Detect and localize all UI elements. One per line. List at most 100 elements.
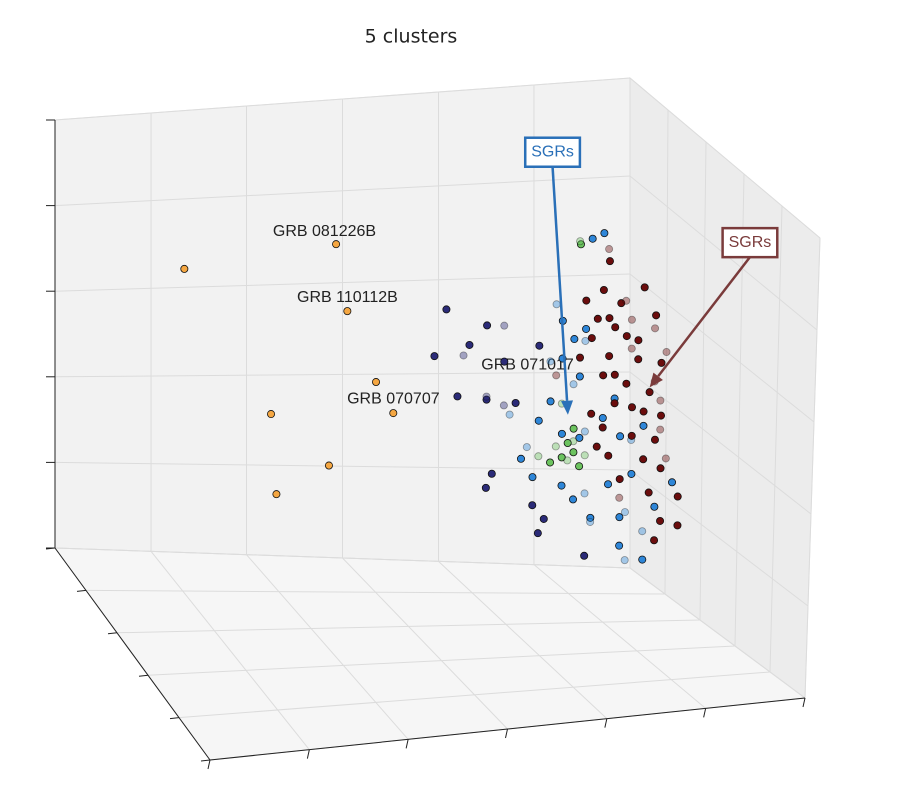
grid-line [54, 371, 631, 378]
point [569, 380, 578, 389]
point [644, 488, 653, 497]
point [599, 286, 608, 295]
grid-line [769, 205, 783, 673]
point [592, 442, 601, 451]
point [569, 424, 578, 433]
point [627, 431, 636, 440]
point [610, 370, 619, 379]
point [615, 541, 624, 550]
point [563, 439, 572, 448]
chart-title: 5 clusters [365, 26, 458, 48]
point [272, 490, 281, 499]
callout-label: SGRs [531, 144, 574, 161]
point [576, 237, 585, 246]
grid [54, 77, 821, 761]
point [581, 336, 590, 345]
x-tick [405, 739, 409, 749]
grid-line [54, 273, 631, 292]
point [569, 495, 578, 504]
point [650, 435, 659, 444]
point [656, 425, 665, 434]
point [651, 324, 660, 333]
point [483, 321, 492, 330]
grid-line [54, 461, 631, 471]
point [535, 341, 544, 350]
y-tick [107, 632, 118, 635]
axis-line [54, 547, 211, 761]
y-tick [169, 717, 180, 720]
point [563, 456, 572, 465]
point [622, 332, 631, 341]
point [640, 283, 649, 292]
point [662, 347, 671, 356]
point [546, 397, 555, 406]
point [639, 407, 648, 416]
point [605, 352, 614, 361]
point [620, 508, 629, 517]
point [511, 398, 520, 407]
point [482, 392, 491, 401]
point [546, 357, 555, 366]
point [627, 469, 636, 478]
point [557, 429, 566, 438]
point [652, 311, 661, 320]
grid-line [54, 77, 631, 121]
grid-line [629, 371, 812, 515]
point [600, 229, 609, 238]
point [500, 321, 509, 330]
point [482, 395, 491, 404]
point [180, 264, 189, 273]
callouts: SGRs SGRs [523, 136, 779, 415]
point [673, 492, 682, 501]
point [505, 410, 514, 419]
x-tick [505, 728, 508, 739]
point [576, 353, 585, 362]
grid-line [804, 237, 821, 699]
point [569, 448, 578, 457]
grid-line [699, 141, 707, 621]
axes [45, 119, 806, 770]
axis-line [209, 697, 806, 761]
grid-line [147, 645, 736, 676]
point [656, 516, 665, 525]
point [668, 478, 677, 487]
point [639, 455, 648, 464]
point [267, 410, 276, 419]
point [657, 411, 666, 420]
x-tick [802, 697, 806, 708]
point [546, 458, 555, 467]
y-tick [76, 589, 87, 592]
point [616, 432, 625, 441]
point [605, 257, 614, 266]
point [580, 489, 589, 498]
point [615, 493, 624, 502]
point [586, 517, 595, 526]
point [575, 433, 584, 442]
point [656, 464, 665, 473]
x-tick [306, 749, 310, 759]
point [465, 340, 474, 349]
point [598, 423, 607, 432]
grid-line [116, 619, 701, 634]
y-tick [200, 759, 211, 762]
point [570, 335, 579, 344]
point [499, 401, 508, 410]
grid-line [342, 557, 508, 730]
x-tick [703, 708, 707, 718]
point [481, 483, 490, 492]
point [528, 473, 537, 482]
point [580, 451, 589, 460]
point [604, 451, 613, 460]
callout-label: SGRs [729, 234, 772, 251]
point [582, 296, 591, 305]
grid-line [438, 560, 608, 720]
point [372, 378, 381, 387]
callout-arrow [657, 256, 751, 378]
point [580, 551, 589, 560]
point [587, 334, 596, 343]
point [620, 556, 629, 565]
x-tick [207, 759, 211, 770]
callout: SGRs [649, 226, 779, 388]
point [622, 379, 631, 388]
